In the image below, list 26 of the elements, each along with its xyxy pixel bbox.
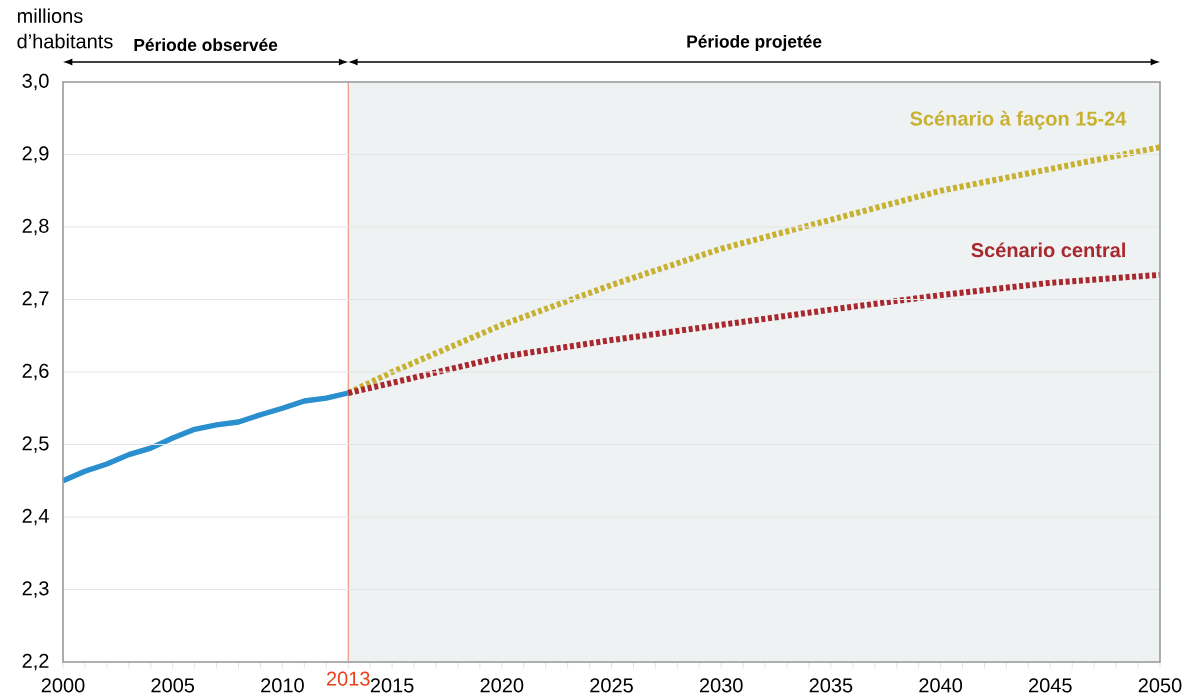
y-tick-label: 2,9: [22, 146, 49, 163]
y-tick-label: 2,8: [22, 218, 49, 236]
x-tick-label: 2020: [480, 678, 524, 693]
y-axis-title: millions d’habitants: [17, 8, 113, 49]
y-tick-label: 2,5: [22, 436, 49, 453]
text: Période observée: [134, 38, 278, 52]
y-tick-label: 2,7: [22, 291, 49, 308]
x-tick-label: 2015: [370, 678, 414, 693]
x-tick-label: 2040: [919, 678, 963, 693]
x-tick-label: 2030: [699, 678, 743, 693]
y-tick-label: 3,0: [22, 73, 49, 91]
ref-line-label: 2013: [326, 671, 370, 686]
x-tick-label: 2025: [590, 678, 633, 693]
series-label: Scénario central: [971, 242, 1125, 258]
x-tick-label: 2005: [151, 678, 195, 693]
y-tick-label: 2,2: [22, 653, 49, 671]
x-tick-label: 2045: [1029, 678, 1072, 693]
x-tick-label: 2050: [1138, 678, 1182, 693]
y-tick-label: 2,4: [22, 508, 49, 526]
band-label: Période projetée: [687, 34, 822, 52]
x-tick-label: 2010: [261, 678, 304, 693]
series-label: Scénario à façon 15-24: [910, 110, 1127, 130]
y-tick-label: 2,6: [22, 363, 49, 381]
x-tick-label: 2035: [809, 678, 853, 693]
x-tick-label: 2000: [41, 678, 85, 693]
y-tick-label: 2,3: [22, 581, 49, 598]
